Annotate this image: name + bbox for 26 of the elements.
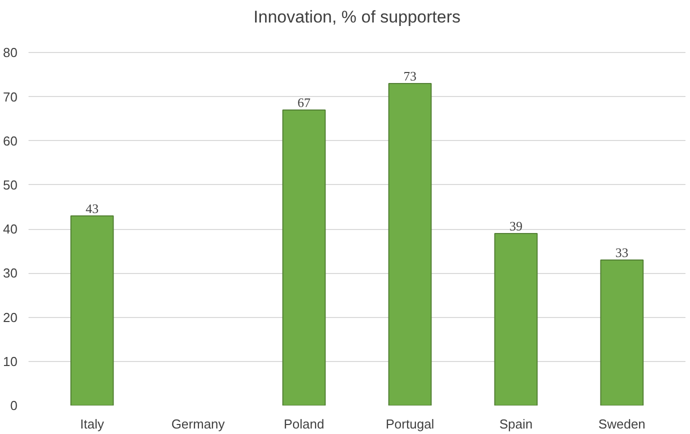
y-tick-label: 60	[3, 133, 18, 148]
data-label: 43	[86, 200, 99, 216]
bar	[282, 110, 326, 406]
bar	[494, 232, 538, 406]
y-tick-label: 10	[3, 354, 18, 369]
chart-title: Innovation, % of supporters	[254, 8, 460, 26]
y-tick-label: 50	[3, 177, 18, 192]
y-tick-label: 0	[10, 398, 18, 413]
y-tick-label: 70	[3, 89, 18, 104]
bar	[70, 215, 114, 406]
data-label: 67	[298, 95, 312, 110]
x-tick-label: Poland	[284, 416, 324, 432]
y-tick-label: 20	[3, 310, 18, 325]
data-label: 33	[615, 244, 628, 260]
x-tick-label: Sweden	[598, 416, 646, 432]
y-tick-label: 30	[3, 266, 18, 281]
x-tick-label: Germany	[171, 416, 226, 432]
bar	[600, 259, 644, 406]
bar	[388, 83, 432, 406]
y-tick-label: 80	[3, 45, 18, 60]
y-tick-label: 40	[3, 222, 18, 237]
x-tick-label: Italy	[80, 416, 104, 432]
x-tick-label: Portugal	[386, 416, 434, 432]
data-label: 73	[403, 68, 416, 84]
data-label: 39	[509, 218, 522, 234]
x-tick-label: Spain	[499, 416, 533, 432]
